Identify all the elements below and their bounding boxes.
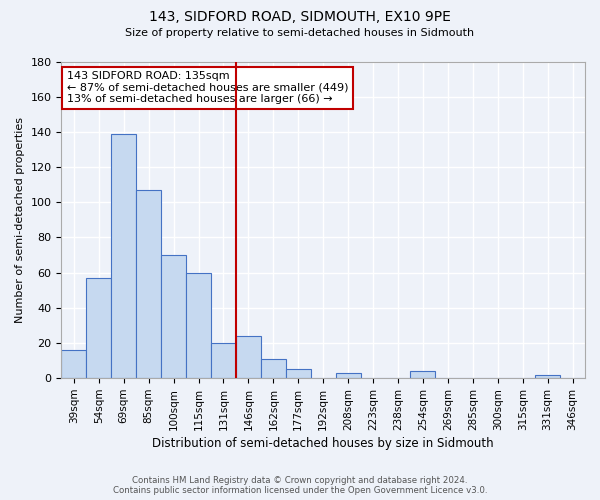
Y-axis label: Number of semi-detached properties: Number of semi-detached properties	[15, 117, 25, 323]
Bar	[535, 374, 560, 378]
Bar	[261, 359, 286, 378]
Bar	[186, 272, 211, 378]
Bar	[211, 343, 236, 378]
Bar	[286, 370, 311, 378]
Text: Contains HM Land Registry data © Crown copyright and database right 2024.
Contai: Contains HM Land Registry data © Crown c…	[113, 476, 487, 495]
Bar	[111, 134, 136, 378]
Text: 143 SIDFORD ROAD: 135sqm
← 87% of semi-detached houses are smaller (449)
13% of : 143 SIDFORD ROAD: 135sqm ← 87% of semi-d…	[67, 71, 348, 104]
X-axis label: Distribution of semi-detached houses by size in Sidmouth: Distribution of semi-detached houses by …	[152, 437, 494, 450]
Bar	[86, 278, 111, 378]
Bar	[161, 255, 186, 378]
Bar	[236, 336, 261, 378]
Bar	[136, 190, 161, 378]
Bar	[335, 373, 361, 378]
Text: Size of property relative to semi-detached houses in Sidmouth: Size of property relative to semi-detach…	[125, 28, 475, 38]
Text: 143, SIDFORD ROAD, SIDMOUTH, EX10 9PE: 143, SIDFORD ROAD, SIDMOUTH, EX10 9PE	[149, 10, 451, 24]
Bar	[61, 350, 86, 378]
Bar	[410, 371, 436, 378]
